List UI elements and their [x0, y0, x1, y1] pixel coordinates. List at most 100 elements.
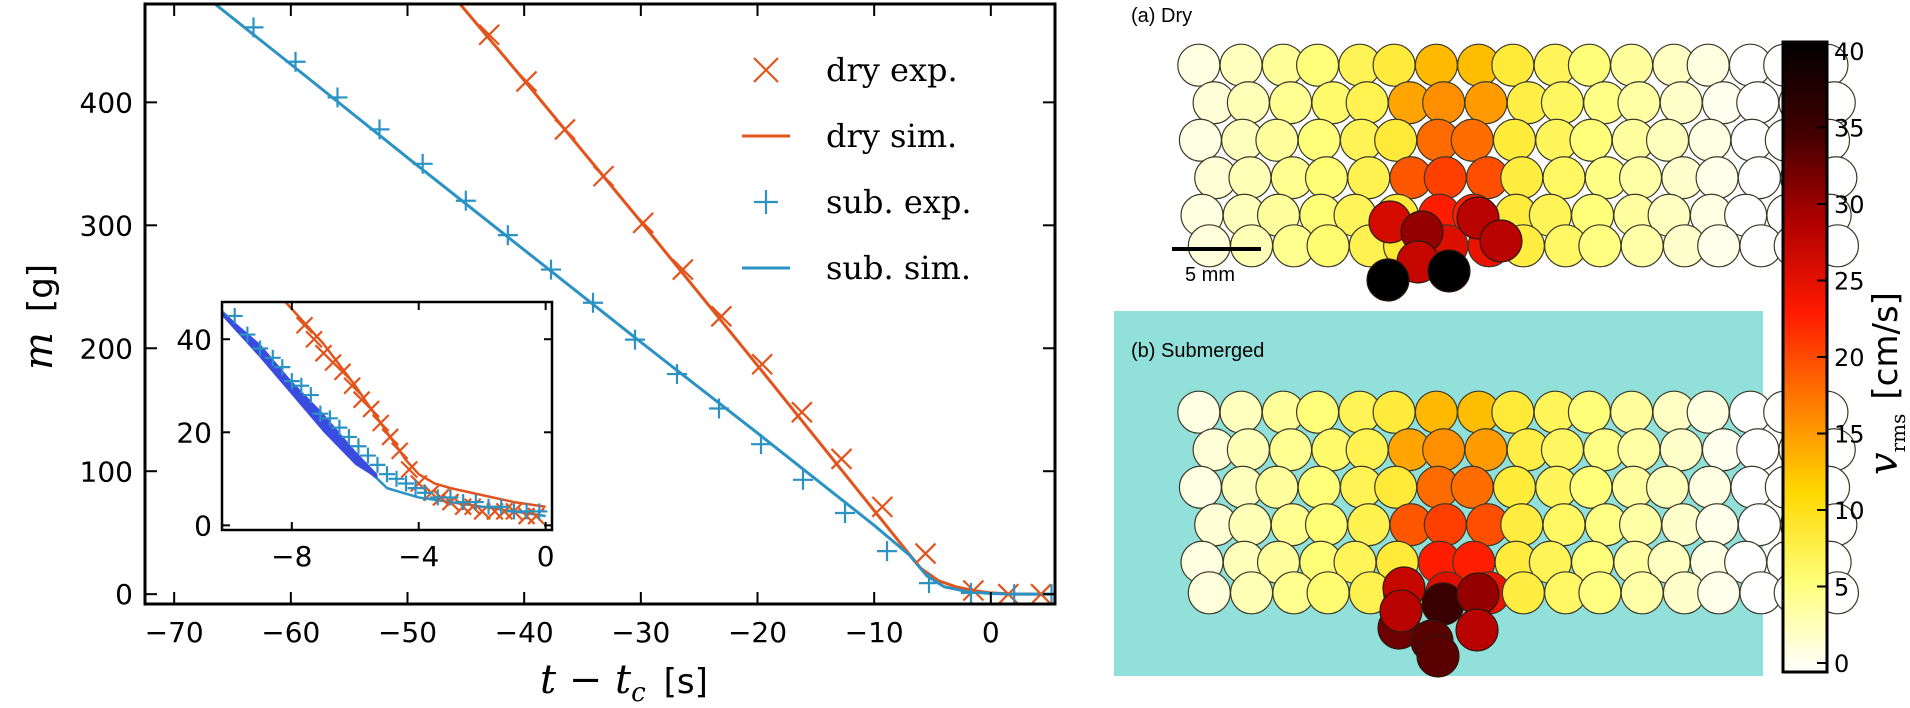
particle — [1304, 156, 1349, 200]
panel-submerged-label: (b) Submerged — [1131, 340, 1264, 362]
particle — [1345, 428, 1389, 472]
legend-label-dry-exp: dry exp. — [826, 51, 958, 89]
main-plot-frame — [143, 2, 1057, 606]
particle — [1610, 390, 1654, 434]
main-ytick-label: 300 — [80, 209, 133, 242]
main-xtick-label: −30 — [611, 616, 670, 649]
particle — [1610, 43, 1654, 87]
legend-label-sub-sim: sub. sim. — [826, 249, 971, 287]
main-point-sub — [1004, 584, 1025, 604]
inset-point-sub — [264, 349, 281, 366]
main-point-sub — [919, 573, 939, 594]
inset-axis-ticks: −8 −4 0 0 20 40 — [176, 302, 555, 573]
main-point-sub — [709, 398, 729, 419]
colorbar-tick-label: 0 — [1834, 650, 1849, 678]
particle — [1450, 465, 1494, 509]
main-point-dry — [478, 23, 500, 46]
particle — [1542, 156, 1586, 200]
main-point-dry — [1030, 583, 1052, 604]
main-xtick-label: −50 — [378, 616, 437, 649]
main-point-sub — [793, 469, 813, 490]
inset-point-dry — [333, 363, 352, 381]
particle-falling — [1479, 219, 1523, 263]
legend-label-sub-exp: sub. exp. — [826, 183, 972, 221]
main-line-sub-sim — [214, 4, 1055, 596]
inset-point-sub — [398, 475, 415, 492]
inset-point-sub — [359, 447, 376, 464]
particle — [1464, 81, 1508, 125]
inset-point-sub — [252, 340, 269, 357]
particle — [1620, 571, 1664, 615]
colorbar-tick-label: 15 — [1834, 421, 1865, 449]
colorbar-tick-label: 25 — [1834, 268, 1865, 296]
main-point-dry — [592, 165, 615, 187]
particle — [1737, 503, 1781, 547]
particle — [1501, 571, 1545, 615]
main-point-sub — [497, 225, 518, 246]
colorbar-tick-label: 35 — [1834, 115, 1865, 143]
main-xtick-label: 0 — [982, 616, 1000, 649]
colorbar-tick-label: 5 — [1834, 574, 1849, 602]
particle — [1297, 118, 1341, 162]
particle — [1688, 465, 1732, 509]
particle — [1229, 571, 1274, 615]
particle — [1617, 428, 1661, 472]
colorbar-tick-label: 30 — [1834, 191, 1865, 219]
particle — [1187, 571, 1231, 615]
main-point-sub — [243, 17, 264, 38]
main-point-dry — [791, 401, 813, 423]
inset-point-sub — [531, 503, 548, 520]
main-ytick-label: 100 — [80, 455, 133, 488]
particle — [1178, 465, 1223, 509]
particle — [1414, 43, 1458, 87]
particle — [1542, 503, 1586, 547]
particle — [1697, 571, 1741, 615]
legend-entry-dry-sim: dry sim. — [742, 117, 957, 155]
particle — [1736, 81, 1780, 125]
main-point-sub — [751, 434, 771, 455]
inset-point-sub — [417, 484, 434, 501]
main-point-dry — [871, 496, 894, 518]
inset-point-sub — [340, 428, 357, 445]
main-xtick-label: −10 — [845, 616, 904, 649]
main-point-sub — [583, 292, 603, 313]
inset-xtick-label: −8 — [271, 540, 312, 573]
particle — [1645, 465, 1690, 509]
y-axis-label: m[g] — [16, 264, 62, 370]
particle — [1491, 43, 1535, 87]
legend-entry-dry-exp: dry exp. — [753, 51, 958, 89]
particle — [1686, 43, 1730, 87]
inset-point-sub — [302, 387, 319, 404]
legend-plus-symbol — [754, 190, 778, 214]
particle-falling — [1379, 589, 1423, 633]
particle — [1540, 81, 1585, 125]
panel-submerged: (b) Submerged — [1114, 311, 1860, 678]
inset-point-sub — [388, 470, 405, 487]
colorbar-tick-label: 40 — [1834, 38, 1865, 66]
inset-point-dry — [343, 376, 361, 395]
particle-falling — [1416, 634, 1460, 678]
main-ytick-label: 200 — [80, 332, 133, 365]
submerged-particle-packing — [1177, 390, 1860, 678]
particle — [1226, 428, 1270, 472]
inset-point-sub — [274, 359, 291, 376]
particle — [1737, 156, 1781, 200]
particle — [1295, 43, 1340, 87]
main-point-dry — [914, 542, 937, 565]
inset-point-dry — [400, 460, 418, 479]
inset-series-layer — [222, 302, 548, 525]
particle — [1269, 428, 1313, 472]
colorbar-ticks: 40 35 30 25 20 15 10 5 0 — [1817, 38, 1865, 678]
particle — [1255, 118, 1299, 162]
legend-x-symbol — [753, 57, 779, 83]
particle — [1540, 428, 1585, 472]
particle — [1578, 224, 1622, 268]
main-point-dry — [515, 70, 538, 93]
inset-point-sub — [283, 373, 300, 390]
inset-point-sub — [331, 419, 348, 436]
main-xtick-label: −40 — [495, 616, 554, 649]
particle — [1269, 81, 1313, 125]
particle — [1659, 428, 1703, 472]
particle — [1567, 43, 1612, 87]
